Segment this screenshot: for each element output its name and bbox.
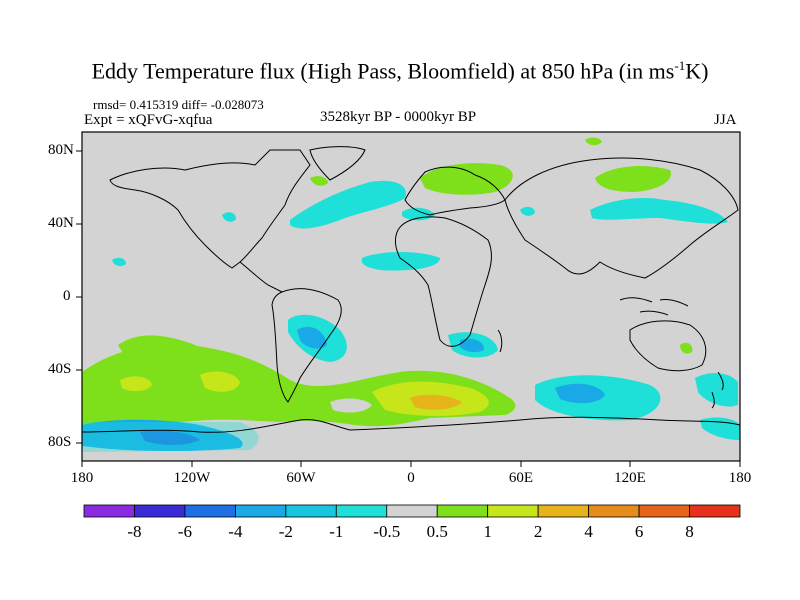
colorbar-level-label: -1 [329,522,344,541]
lon-label-120w: 120W [173,470,211,486]
ross-sea-outer-negative [82,422,259,452]
colorbar-level-label: 2 [533,522,543,541]
australia-coast [629,320,707,372]
east-asia-negative-band [590,198,728,224]
north-america-coast [109,149,311,269]
axis-ticks [76,150,741,467]
southern-ocean-gray-gap [330,398,372,413]
lat-label-40s: 40S [48,361,72,377]
lat-label-40n: 40N [48,215,74,231]
colorbar-level-label: 1 [483,522,492,541]
tasman-negative-region [695,373,738,407]
stats-text: rmsd= 0.415319 diff= -0.028073 [93,97,264,112]
central-asia-negative-patch [520,206,535,216]
greenland-coast [309,146,366,181]
madagascar-coast [497,329,503,353]
colorbar-level-label: -6 [177,522,193,541]
south-atlantic-orange-core [410,394,462,410]
tropical-atlantic-negative [361,252,440,271]
arctic-positive-patch [585,137,602,146]
africa-coast [395,216,492,347]
lat-label-80s: 80S [48,434,72,450]
colorbar-swatch [184,504,236,518]
lon-label-180e: 180 [728,470,752,486]
colorbar-level-label: -2 [278,522,293,541]
ross-sea-deep-negative [140,430,200,445]
pacific-south-green-patch [680,342,693,354]
lon-label-120e: 120E [614,470,646,486]
south-america-coast [271,288,342,403]
lat-label-80n: 80N [48,142,74,158]
lon-label-0: 0 [407,470,415,486]
colorbar [83,504,741,518]
greenland-positive-patch [310,176,328,186]
season-label: JJA [714,112,737,128]
colorbar-swatch [134,504,186,518]
antarctica-coast [82,416,740,433]
siberia-positive-region [595,166,671,192]
colorbar-level-label: 6 [634,522,644,541]
colorbar-swatch [386,504,438,518]
colorbar-swatch [588,504,640,518]
colorbar-swatch [83,504,135,518]
colorbar-level-label: -4 [228,522,243,541]
southeast-asia-islands [619,297,689,316]
indian-ocean-deeper-negative [555,383,605,404]
asia-coast [504,157,739,279]
lat-label-0: 0 [63,288,71,304]
scandinavia-positive-region [420,163,513,195]
period-label: 3528kyr BP - 0000kyr BP [320,109,477,125]
north-atlantic-negative-band [290,180,406,229]
colorbar-swatch [436,504,489,518]
north-america-negative-patch [222,212,236,222]
anomaly-fields [82,137,740,452]
central-america-coast [239,261,283,293]
colorbar-swatch [487,504,539,518]
colorbar-swatch [234,504,287,518]
colorbar-level-label: 0.5 [426,522,448,541]
coastlines [82,146,740,433]
pacific-negative-patch [112,257,126,267]
south-pacific-yellow-region-2 [120,376,152,392]
colorbar-swatch [689,504,741,518]
colorbar-level-label: -8 [127,522,142,541]
colorbar-swatch [537,504,590,518]
map-title: Eddy Temperature flux (High Pass, Bloomf… [91,58,709,84]
new-zealand-coast [711,371,724,409]
colorbar-swatch [638,504,690,518]
south-pacific-positive-region [118,335,214,377]
colorbar-level-label: 8 [685,522,694,541]
colorbar-level-label: 4 [584,522,593,541]
lon-label-180w: 180 [70,470,94,486]
south-america-deeper-negative [297,326,327,349]
colorbar-level-label: -0.5 [373,522,401,541]
lon-label-60w: 60W [286,470,316,486]
south-pacific-yellow-region [200,371,240,392]
colorbar-swatch [335,504,388,518]
colorbar-swatch [285,504,337,518]
south-africa-deeper-negative [460,338,485,353]
experiment-label: Expt = xQFvG-xqfua [84,112,213,128]
lon-label-60e: 60E [508,470,534,486]
